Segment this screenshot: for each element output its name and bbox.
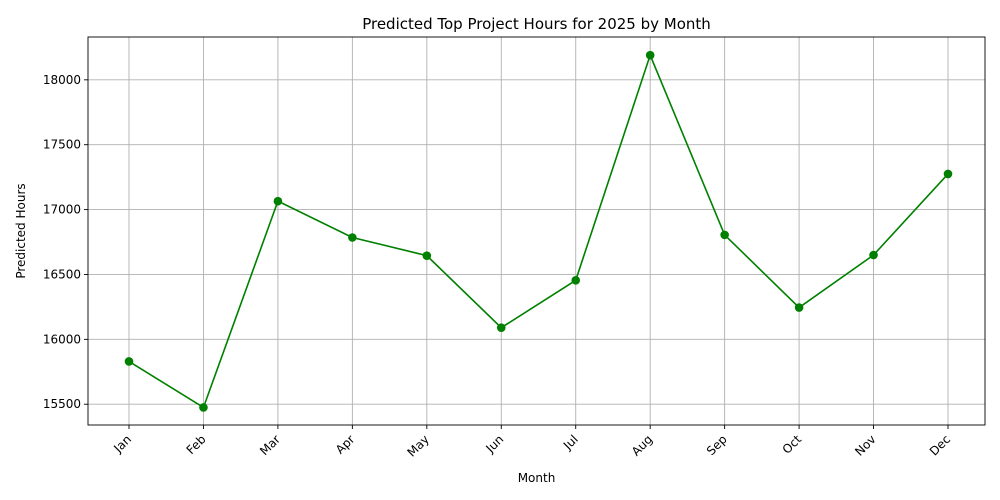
data-point-aug [645,50,655,60]
y-tick-label: 16500 [43,267,81,281]
data-point-may [422,251,432,260]
y-tick-label: 16000 [43,332,81,346]
y-axis-label: Predicted Hours [14,183,28,278]
x-tick-label: Dec [927,432,953,458]
data-point-jan [124,357,134,366]
y-axis-ticks: 15500 16000 16500 17000 17500 18000 [43,73,88,411]
data-point-apr [348,233,357,242]
data-point-feb [199,403,208,412]
data-point-mar [273,196,283,206]
data-point-dec [943,169,953,179]
x-tick-label: Jul [560,432,581,453]
x-tick-label: May [404,432,431,459]
data-point-oct [794,303,804,312]
plot-frame [87,36,986,426]
x-tick-label: Feb [184,432,209,457]
data-point-jul [571,276,581,285]
x-tick-label: Jan [110,432,134,456]
x-tick-label: Apr [333,432,358,457]
x-tick-label: Nov [852,432,878,458]
x-axis-label: Month [518,471,556,485]
y-tick-label: 18000 [43,73,81,87]
data-point-sep [720,230,729,240]
data-point-jun [496,323,506,332]
y-tick-label: 17500 [43,138,81,152]
x-tick-label: Jun [483,432,507,456]
x-tick-label: Mar [257,432,283,458]
x-axis-ticks: Jan Feb Mar Apr May Jun Jul Aug Sep Oct Nov Dec [110,425,953,460]
series-line [128,52,949,409]
series-layer [124,50,953,412]
x-tick-label: Sep [704,432,730,458]
y-tick-label: 15500 [43,397,81,411]
y-tick-label: 17000 [43,203,81,217]
x-tick-label: Oct [780,432,805,457]
grid-lines [88,37,985,425]
data-point-nov [869,250,878,260]
chart-title: Predicted Top Project Hours for 2025 by … [362,15,711,33]
x-tick-label: Aug [629,432,655,458]
